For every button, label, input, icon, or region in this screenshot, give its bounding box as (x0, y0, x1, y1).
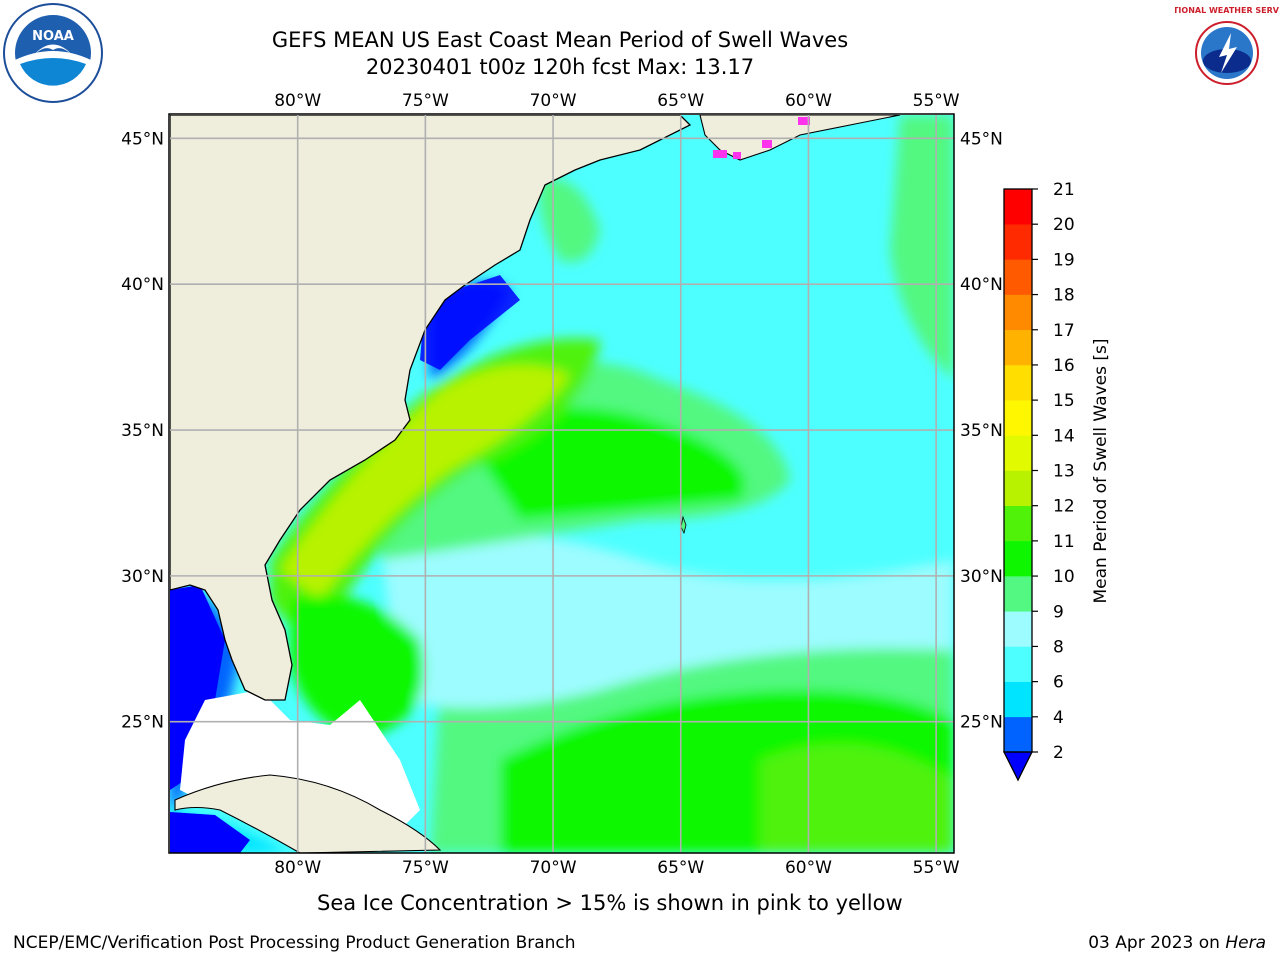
swell-zone-under-2-gulf (170, 585, 225, 790)
longitude-label-bottom: 65°W (657, 858, 704, 878)
colorbar-cell (1004, 576, 1032, 612)
colorbar-label: Mean Period of Swell Waves [s] (1091, 339, 1111, 604)
svg-text:NATIONAL WEATHER SERVICE: NATIONAL WEATHER SERVICE (1175, 6, 1279, 15)
latitude-label-right: 30°N (960, 567, 1003, 587)
no-data-area (180, 690, 420, 830)
colorbar-tick-label: 14 (1053, 426, 1075, 446)
land-north-america (170, 115, 692, 701)
colorbar-cell (1004, 224, 1032, 260)
latitude-label-right: 40°N (960, 275, 1003, 295)
longitude-label-top: 75°W (402, 91, 449, 111)
colorbar-cell (1004, 400, 1032, 436)
colorbar-under-arrow (1002, 751, 1034, 782)
longitude-label-bottom: 80°W (274, 858, 321, 878)
longitude-label-top: 55°W (913, 91, 960, 111)
footer-credit: NCEP/EMC/Verification Post Processing Pr… (13, 933, 576, 953)
footer-date-text: 03 Apr 2023 on (1088, 933, 1226, 953)
colorbar-tick-label: 19 (1053, 250, 1075, 270)
footer-date: 03 Apr 2023 on Hera (1088, 933, 1266, 953)
longitude-label-top: 80°W (274, 91, 321, 111)
bermuda (680, 515, 687, 535)
latitude-label-left: 40°N (121, 275, 164, 295)
swell-zone-bahamas (290, 595, 424, 740)
colorbar-cell (1004, 259, 1032, 295)
colorbar-tick-label: 9 (1053, 602, 1064, 622)
colorbar-tick-label: 11 (1053, 532, 1075, 552)
chart-subtitle: 20230401 t00z 120h fcst Max: 13.17 (365, 55, 755, 79)
colorbar-tick-label: 16 (1053, 356, 1075, 376)
colorbar-tick-label: 20 (1053, 215, 1075, 235)
colorbar: 2 4 6 8 9 10 11 12 13 14 15 16 17 18 19 20 21 Mean Perio… (1002, 180, 1111, 782)
colorbar-cell (1004, 681, 1032, 718)
longitude-labels: 80°W 80°W 75°W 75°W 70°W 70°W 65°W 65°W 60°W 60°W… (274, 91, 960, 878)
longitude-label-bottom: 70°W (530, 858, 577, 878)
colorbar-cell (1004, 470, 1032, 506)
sea-ice-mark (798, 117, 810, 125)
colorbar-tick-label: 15 (1053, 391, 1075, 411)
chart-title: GEFS MEAN US East Coast Mean Period of S… (271, 28, 849, 52)
colorbar-cell (1004, 716, 1032, 753)
latitude-label-left: 45°N (121, 129, 164, 149)
map-area (170, 115, 954, 853)
colorbar-tick-label: 10 (1053, 567, 1075, 587)
colorbar-cell (1004, 505, 1032, 542)
graticule (170, 115, 954, 853)
colorbar-cell (1004, 329, 1032, 366)
footer-machine: Hera (1225, 933, 1266, 953)
latitude-label-right: 35°N (960, 421, 1003, 441)
colorbar-tick-label: 8 (1053, 637, 1064, 657)
noaa-logo-icon: NOAA (3, 3, 103, 103)
colorbar-cell (1004, 294, 1032, 331)
latitude-labels: 45°N 45°N 40°N 40°N 35°N 35°N 30°N 30°N 25°N 25°N (121, 129, 1003, 732)
land-cuba (174, 774, 442, 853)
colorbar-cell (1004, 611, 1032, 647)
colorbar-tick-label: 2 (1053, 743, 1064, 763)
latitude-label-left: 25°N (121, 713, 164, 733)
colorbar-tick-label: 18 (1053, 286, 1075, 306)
colorbar-cell (1004, 364, 1032, 401)
land-maritimes (699, 115, 901, 161)
sea-ice-note: Sea Ice Concentration > 15% is shown in … (317, 891, 903, 915)
colorbar-tick-label: 21 (1053, 180, 1075, 200)
latitude-label-right: 45°N (960, 129, 1003, 149)
longitude-label-bottom: 60°W (785, 858, 832, 878)
colorbar-tick-label: 4 (1053, 708, 1064, 728)
longitude-label-top: 65°W (657, 91, 704, 111)
latitude-label-left: 30°N (121, 567, 164, 587)
colorbar-tick-label: 17 (1053, 321, 1075, 341)
colorbar-cell (1004, 540, 1032, 577)
swell-zone-east-edge (890, 115, 954, 380)
latitude-label-left: 35°N (121, 421, 164, 441)
colorbar-cell (1004, 646, 1032, 682)
sea-ice-mark (762, 140, 772, 148)
longitude-label-top: 60°W (785, 91, 832, 111)
sea-ice-mark (713, 150, 727, 158)
map-frame (168, 113, 955, 854)
longitude-label-bottom: 75°W (402, 858, 449, 878)
longitude-label-top: 70°W (530, 91, 577, 111)
latitude-label-right: 25°N (960, 713, 1003, 733)
colorbar-cell (1004, 435, 1032, 471)
swell-zone-8-9-central (380, 533, 954, 708)
colorbar-tick-label: 6 (1053, 673, 1064, 693)
svg-text:NOAA: NOAA (32, 29, 74, 44)
colorbar-tick-label: 12 (1053, 497, 1075, 517)
nws-logo-icon: NATIONAL WEATHER SERVICE (1175, 6, 1279, 100)
swell-zone-under-2-caribbean (170, 812, 250, 853)
swell-zone-gulf-maine (539, 178, 600, 262)
sea-ice-mark (733, 152, 741, 159)
longitude-label-bottom: 55°W (913, 858, 960, 878)
colorbar-cell (1004, 189, 1032, 225)
colorbar-tick-label: 13 (1053, 462, 1075, 482)
